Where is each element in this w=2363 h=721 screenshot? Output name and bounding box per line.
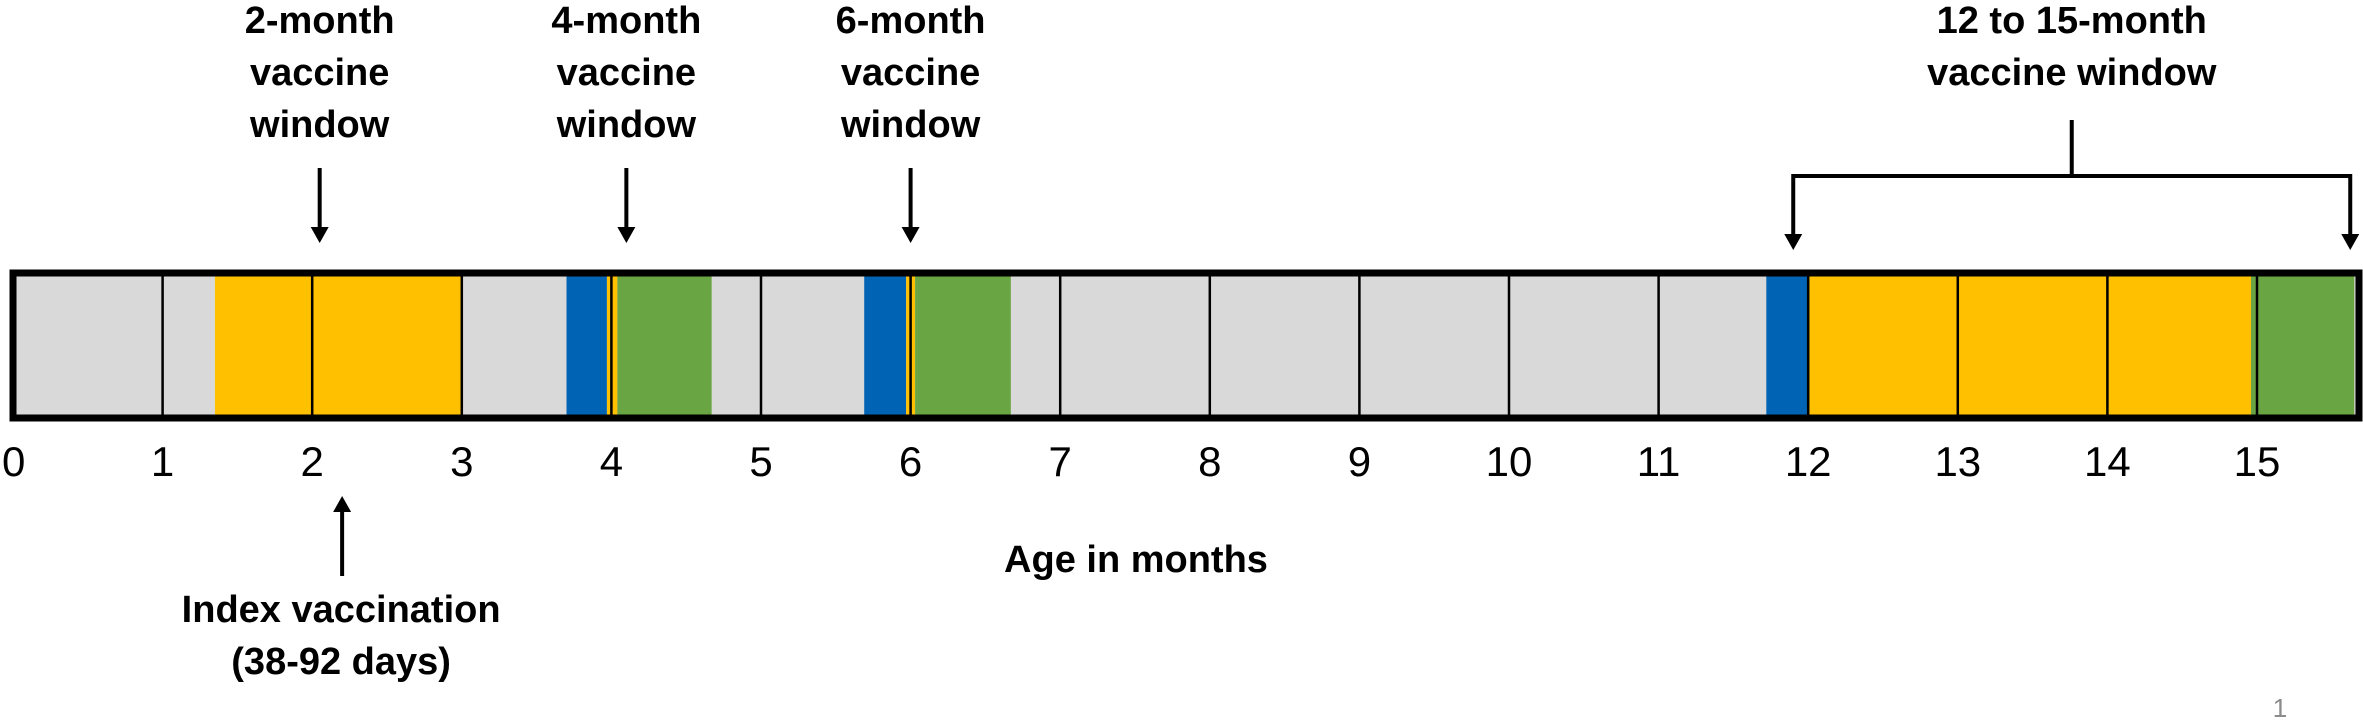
tick-label: 0 (2, 438, 25, 485)
window-callout: 2-month vaccine window (245, 0, 395, 243)
down-arrow-icon (901, 168, 920, 243)
bracket-label-line: vaccine window (1927, 52, 2217, 94)
down-arrow-icon (1784, 174, 1803, 250)
window-label-line: vaccine (557, 52, 696, 94)
index-label-line: Index vaccination (182, 589, 501, 631)
tick-label: 6 (899, 438, 922, 485)
segment-green (2251, 273, 2355, 418)
segment-blue (566, 273, 607, 418)
down-arrow-icon (2341, 174, 2360, 250)
index-label-line: (38-92 days) (231, 641, 451, 683)
tick-label: 10 (1486, 438, 1533, 485)
tick-label: 3 (450, 438, 473, 485)
window-callout: 4-month vaccine window (551, 0, 701, 243)
window-label-line: vaccine (250, 52, 389, 94)
timeline-segments (214, 273, 2355, 418)
tick-label: 14 (2084, 438, 2131, 485)
segment-green (617, 273, 712, 418)
segment-green (915, 273, 1011, 418)
tick-label: 11 (1637, 438, 1681, 485)
down-arrow-icon (617, 168, 636, 243)
tick-label: 8 (1198, 438, 1221, 485)
tick-label: 4 (600, 438, 623, 485)
window-label-line: window (249, 104, 390, 146)
bracket-label-line: 12 to 15-month (1937, 0, 2207, 42)
page-number: 1 (2273, 693, 2287, 721)
window-callout: 6-month vaccine window (836, 0, 986, 243)
down-arrow-icon (310, 168, 329, 243)
up-arrow-icon (333, 496, 352, 576)
tick-label: 13 (1934, 438, 1981, 485)
window-label-line: window (556, 104, 697, 146)
window-label-line: 6-month (836, 0, 986, 42)
axis-tick-labels: 0 1 2 3 4 5 6 7 8 9 10 11 12 13 14 15 (2, 438, 2280, 485)
tick-label: 15 (2234, 438, 2281, 485)
timeline-border (9, 269, 2363, 422)
tick-label: 2 (301, 438, 324, 485)
tick-label: 1 (151, 438, 174, 485)
tick-label: 12 (1785, 438, 1832, 485)
bracket-12-15-month: 12 to 15-month vaccine window (1784, 0, 2360, 250)
tick-label: 9 (1348, 438, 1371, 485)
window-label-line: window (840, 104, 981, 146)
segment-blue (864, 273, 907, 418)
tick-label: 7 (1049, 438, 1072, 485)
window-label-line: 4-month (551, 0, 701, 42)
window-label-line: 2-month (245, 0, 395, 42)
segment-orange (1808, 273, 2252, 418)
tick-label: 5 (749, 438, 772, 485)
vaccine-window-callouts: 2-month vaccine window 4-month vaccine window… (245, 0, 986, 243)
axis-title: Age in months (1004, 539, 1268, 581)
segment-blue (1766, 273, 1809, 418)
index-vaccination-callout: Index vaccination (38-92 days) (182, 496, 501, 683)
segment-orange (214, 273, 462, 418)
window-label-line: vaccine (841, 52, 980, 94)
month-gridlines (161, 273, 2259, 418)
